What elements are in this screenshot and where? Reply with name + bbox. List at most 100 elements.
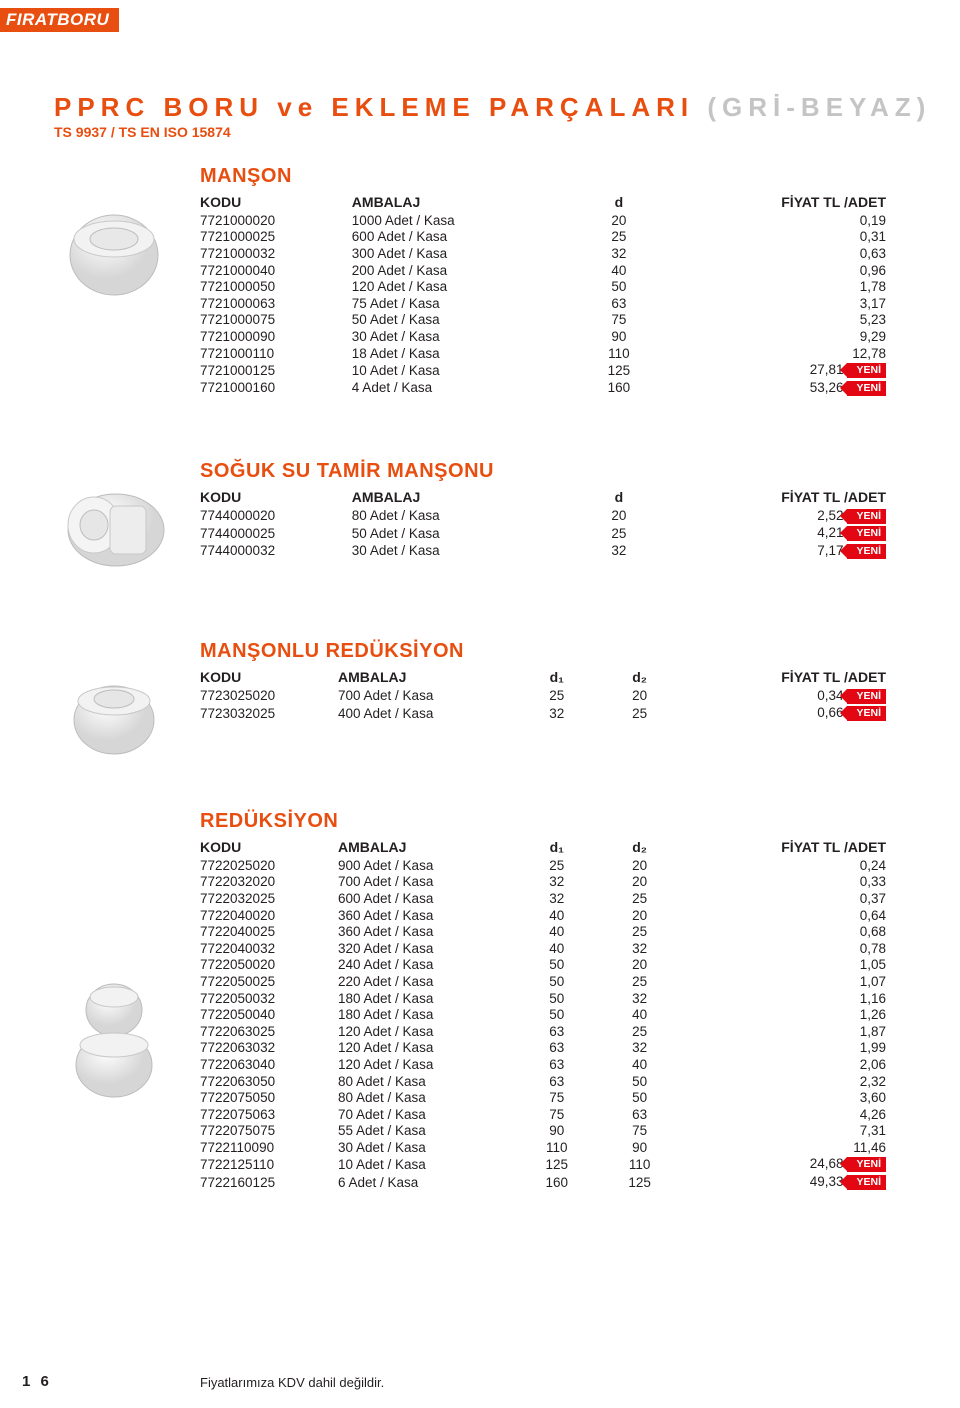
col-header: FİYAT TL /ADET [669, 487, 890, 507]
cell: 63 [600, 1106, 683, 1123]
section-title: MANŞONLU REDÜKSİYON [200, 640, 890, 663]
cell: 25 [573, 525, 670, 543]
cell: 125 [600, 1173, 683, 1191]
brand-logo: FIRATBORU [0, 8, 119, 32]
cell: 32 [517, 874, 600, 891]
cell: 7722125110 [200, 1156, 338, 1174]
cell: 32 [517, 705, 600, 723]
table-row: 774400003230 Adet / Kasa327,17YENİ [200, 542, 890, 560]
section: MANŞONLU REDÜKSİYONKODUAMBALAJd₁d₂FİYAT … [200, 640, 890, 722]
cell: 7722075075 [200, 1123, 338, 1140]
cell: 75 Adet / Kasa [352, 295, 573, 312]
cell: 7722040025 [200, 923, 338, 940]
cell: 180 Adet / Kasa [338, 990, 517, 1007]
cell: 7722050032 [200, 990, 338, 1007]
cell: 7722040032 [200, 940, 338, 957]
table-row: 772100011018 Adet / Kasa11012,78 [200, 345, 890, 362]
table-row: 7722040020360 Adet / Kasa40200,64 [200, 907, 890, 924]
cell: 63 [517, 1040, 600, 1057]
table-row: 772212511010 Adet / Kasa12511024,68YENİ [200, 1156, 890, 1174]
cell: 63 [573, 295, 670, 312]
table-row: 772207505080 Adet / Kasa75503,60 [200, 1089, 890, 1106]
cell: 20 [600, 874, 683, 891]
cell: 25 [573, 229, 670, 246]
cell: 27,81YENİ [669, 361, 890, 379]
table-row: 7722050040180 Adet / Kasa50401,26 [200, 1006, 890, 1023]
cell: 5,23 [669, 312, 890, 329]
cell: 7722075063 [200, 1106, 338, 1123]
product-image [54, 960, 174, 1110]
yeni-badge: YENİ [847, 689, 886, 704]
cell: 7723025020 [200, 687, 338, 705]
yeni-badge: YENİ [847, 526, 886, 541]
cell: 160 [517, 1173, 600, 1191]
cell: 50 [517, 990, 600, 1007]
cell: 4,21YENİ [669, 525, 890, 543]
cell: 25 [517, 687, 600, 705]
cell: 2,52YENİ [669, 507, 890, 525]
cell: 600 Adet / Kasa [338, 890, 517, 907]
cell: 7721000090 [200, 328, 352, 345]
cell: 40 [573, 262, 670, 279]
col-header: AMBALAJ [352, 192, 573, 212]
section: MANŞONKODUAMBALAJdFİYAT TL /ADET77210000… [200, 165, 890, 397]
cell: 120 Adet / Kasa [338, 1023, 517, 1040]
table-row: 772100009030 Adet / Kasa909,29 [200, 328, 890, 345]
table-row: 7722032020700 Adet / Kasa32200,33 [200, 874, 890, 891]
cell: 7722063050 [200, 1073, 338, 1090]
table-row: 774400002080 Adet / Kasa202,52YENİ [200, 507, 890, 525]
cell: 7721000125 [200, 361, 352, 379]
cell: 75 [517, 1106, 600, 1123]
cell: 49,33YENİ [683, 1173, 890, 1191]
table-row: 77221601256 Adet / Kasa16012549,33YENİ [200, 1173, 890, 1191]
cell: 0,31 [669, 229, 890, 246]
table-row: 7721000032300 Adet / Kasa320,63 [200, 245, 890, 262]
price-table: KODUAMBALAJd₁d₂FİYAT TL /ADET77220250209… [200, 837, 890, 1191]
yeni-badge: YENİ [847, 706, 886, 721]
yeni-badge: YENİ [847, 509, 886, 524]
table-row: 77210001604 Adet / Kasa16053,26YENİ [200, 379, 890, 397]
cell: 0,33 [683, 874, 890, 891]
cell: 30 Adet / Kasa [338, 1139, 517, 1156]
cell: 7721000050 [200, 278, 352, 295]
cell: 1,16 [683, 990, 890, 1007]
cell: 53,26YENİ [669, 379, 890, 397]
col-header: AMBALAJ [338, 667, 517, 687]
cell: 32 [600, 1040, 683, 1057]
cell: 9,29 [669, 328, 890, 345]
cell: 1,05 [683, 957, 890, 974]
table-row: 772207506370 Adet / Kasa75634,26 [200, 1106, 890, 1123]
cell: 7721000063 [200, 295, 352, 312]
cell: 50 [517, 973, 600, 990]
cell: 25 [517, 857, 600, 874]
cell: 7722110090 [200, 1139, 338, 1156]
cell: 20 [600, 957, 683, 974]
cell: 0,63 [669, 245, 890, 262]
cell: 7722032020 [200, 874, 338, 891]
cell: 220 Adet / Kasa [338, 973, 517, 990]
cell: 7721000032 [200, 245, 352, 262]
cell: 50 [517, 957, 600, 974]
cell: 4,26 [683, 1106, 890, 1123]
cell: 25 [600, 705, 683, 723]
yeni-badge: YENİ [847, 1175, 886, 1190]
yeni-badge: YENİ [847, 363, 886, 378]
cell: 32 [600, 940, 683, 957]
cell: 0,96 [669, 262, 890, 279]
table-row: 772100006375 Adet / Kasa633,17 [200, 295, 890, 312]
cell: 7721000110 [200, 345, 352, 362]
cell: 120 Adet / Kasa [338, 1040, 517, 1057]
cell: 25 [600, 1023, 683, 1040]
cell: 20 [600, 907, 683, 924]
cell: 7721000025 [200, 229, 352, 246]
cell: 3,17 [669, 295, 890, 312]
cell: 360 Adet / Kasa [338, 923, 517, 940]
section-title: REDÜKSİYON [200, 810, 890, 833]
product-image [54, 195, 174, 305]
cell: 40 [600, 1006, 683, 1023]
cell: 10 Adet / Kasa [352, 361, 573, 379]
table-row: 7722050020240 Adet / Kasa50201,05 [200, 957, 890, 974]
cell: 1,99 [683, 1040, 890, 1057]
cell: 125 [517, 1156, 600, 1174]
cell: 11,46 [683, 1139, 890, 1156]
